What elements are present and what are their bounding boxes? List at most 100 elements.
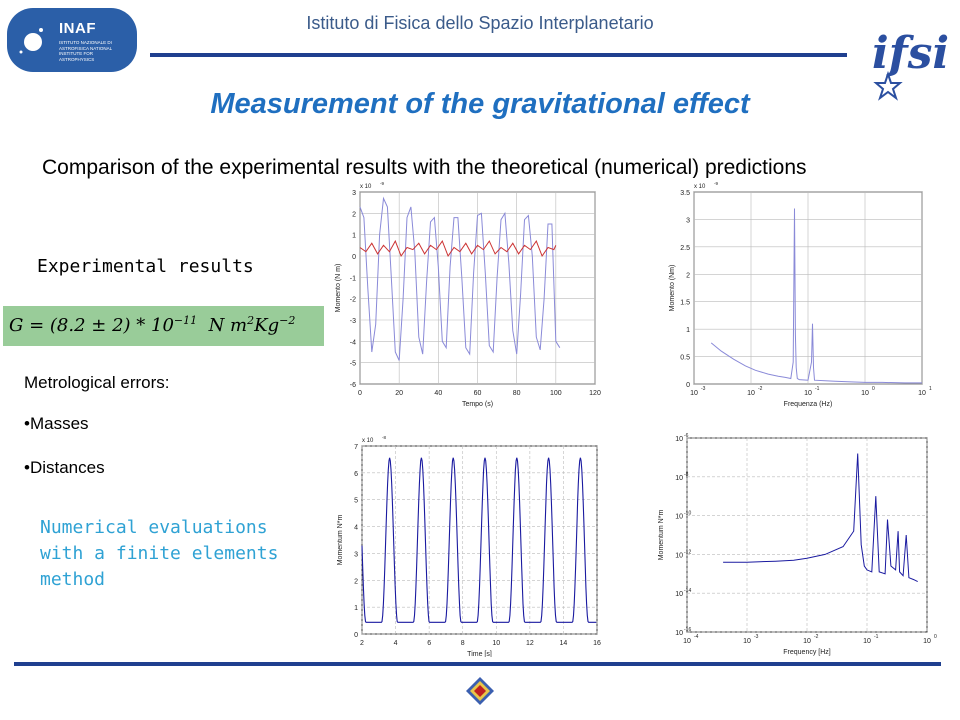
formula-kg-exponent: −2 xyxy=(279,314,296,327)
x-tick-label: 100 xyxy=(550,390,562,397)
x-tick-label: 8 xyxy=(461,640,465,647)
y-tick-exponent: -12 xyxy=(684,549,691,555)
experimental-time-plot: 0 20 40 60 80 100 120 3 2 1 0 -1 -2 -3 -4 -5 -6 Tempo (s)… xyxy=(330,178,605,410)
numerical-evaluation-note: Numerical evaluations with a finite elem… xyxy=(40,517,279,590)
x-tick-label: 10 xyxy=(803,638,811,645)
x-tick-exponent: -2 xyxy=(758,386,763,392)
y-tick-label: 10 xyxy=(675,475,683,482)
x-tick-label: 10 xyxy=(492,640,500,647)
inaf-logo: INAF ISTITUTO NAZIONALE DI ASTROFISICA N… xyxy=(7,8,137,72)
y-tick-label: 7 xyxy=(354,444,358,451)
y-tick-exponent: -8 xyxy=(684,472,689,478)
bullet-label: Masses xyxy=(29,414,89,433)
y-axis-label: Momento (Nm) xyxy=(669,265,676,312)
slide-subtitle: Comparison of the experimental results w… xyxy=(42,156,807,179)
gravitational-constant-formula: G = (8.2 ± 2) * 10−11 N m2Kg−2 xyxy=(3,306,324,346)
inaf-star-icon xyxy=(19,28,43,54)
institute-name: Istituto di Fisica dello Spazio Interpla… xyxy=(306,13,654,33)
formula-units-exponent: 2 xyxy=(247,314,255,327)
x-tick-label: 80 xyxy=(513,390,521,397)
y-tick-label: 6 xyxy=(354,471,358,478)
x-axis-label: Time [s] xyxy=(467,651,492,657)
y-tick-label: 3 xyxy=(354,551,358,558)
x-tick-label: 6 xyxy=(427,640,431,647)
y-tick-label: 3 xyxy=(686,217,690,224)
x-axis-label: Frequency [Hz] xyxy=(783,649,831,656)
y-tick-label: 4 xyxy=(354,525,358,532)
y-tick-label: 2.5 xyxy=(680,245,690,252)
y-tick-label: -6 xyxy=(350,382,356,389)
bullet-label: Distances xyxy=(29,458,105,477)
y-axis-label: Momento (N m) xyxy=(335,264,342,313)
y-tick-label: 10 xyxy=(675,552,683,559)
x-tick-label: 10 xyxy=(690,390,698,397)
y-tick-label: 2 xyxy=(352,211,356,218)
formula-exponent: −11 xyxy=(173,314,198,327)
x-tick-label: 4 xyxy=(394,640,398,647)
inaf-logo-name: INAF xyxy=(59,20,96,37)
y-tick-label: 0 xyxy=(352,254,356,261)
y-tick-label: 10 xyxy=(675,630,683,637)
x-tick-exponent: 0 xyxy=(872,386,875,392)
y-tick-label: 0.5 xyxy=(680,355,690,362)
axis-multiplier: x 10 xyxy=(362,438,374,444)
x-tick-exponent: 1 xyxy=(929,386,932,392)
y-tick-label: -2 xyxy=(350,297,356,304)
ifsi-logo-icon: ifsi xyxy=(872,28,949,101)
x-tick-exponent: -1 xyxy=(874,634,879,640)
y-axis-label: Momentum N*m xyxy=(337,515,344,566)
x-tick-label: 60 xyxy=(474,390,482,397)
y-tick-exponent: -16 xyxy=(684,627,691,633)
svg-text:ifsi: ifsi xyxy=(872,28,949,79)
x-tick-label: 40 xyxy=(434,390,442,397)
y-tick-label: 1 xyxy=(352,233,356,240)
plot-area xyxy=(361,445,598,635)
x-tick-label: 12 xyxy=(526,640,534,647)
y-tick-label: 5 xyxy=(354,498,358,505)
formula-lhs: G = (8.2 ± 2) * 10 xyxy=(9,315,174,336)
inaf-logo-subtext: ISTITUTO NAZIONALE DI ASTROFISICA NATION… xyxy=(59,40,113,62)
formula-units: N m xyxy=(208,315,248,336)
y-tick-label: 10 xyxy=(675,436,683,443)
series-line-0 xyxy=(361,457,597,623)
x-tick-label: 10 xyxy=(804,390,812,397)
y-tick-label: 3 xyxy=(352,190,356,197)
y-tick-exponent: -6 xyxy=(684,433,689,439)
x-tick-label: 10 xyxy=(747,390,755,397)
formula-kg: Kg xyxy=(254,315,280,336)
axis-multiplier: x 10 xyxy=(694,184,706,190)
series-line-0 xyxy=(710,208,922,384)
x-tick-label: 2 xyxy=(360,640,364,647)
x-tick-label: 10 xyxy=(923,638,931,645)
bullet-item-masses: •Masses xyxy=(24,414,89,433)
y-tick-label: -3 xyxy=(350,318,356,325)
y-tick-label: 1.5 xyxy=(680,300,690,307)
axis-multiplier-exponent: -8 xyxy=(382,435,386,440)
y-tick-label: -4 xyxy=(350,339,356,346)
y-axis-label: Momentum N*m xyxy=(658,510,665,561)
x-tick-label: 120 xyxy=(589,390,601,397)
x-tick-label: 10 xyxy=(743,638,751,645)
axis-multiplier: x 10 xyxy=(360,184,372,190)
experimental-frequency-plot: 10-310-210-11001013.532.521.510.50Freque… xyxy=(660,178,935,410)
series-line-0 xyxy=(723,453,918,583)
y-tick-exponent: -14 xyxy=(684,588,691,594)
header-divider xyxy=(150,53,847,57)
series-line-0 xyxy=(359,196,561,361)
axis-multiplier-exponent: -9 xyxy=(714,181,718,186)
y-tick-label: 2 xyxy=(354,578,358,585)
x-tick-label: 20 xyxy=(395,390,403,397)
bullet-item-distances: •Distances xyxy=(24,458,105,477)
x-tick-exponent: -3 xyxy=(701,386,706,392)
experimental-results-label: Experimental results xyxy=(37,256,254,277)
x-tick-label: 10 xyxy=(863,638,871,645)
y-tick-exponent: -10 xyxy=(684,511,691,517)
axis-multiplier-exponent: -9 xyxy=(380,181,384,186)
y-tick-label: 0 xyxy=(686,382,690,389)
x-tick-label: 14 xyxy=(560,640,568,647)
y-tick-label: -1 xyxy=(350,275,356,282)
x-tick-exponent: -1 xyxy=(815,386,820,392)
metrological-errors-heading: Metrological errors: xyxy=(24,373,170,392)
x-tick-label: 10 xyxy=(861,390,869,397)
